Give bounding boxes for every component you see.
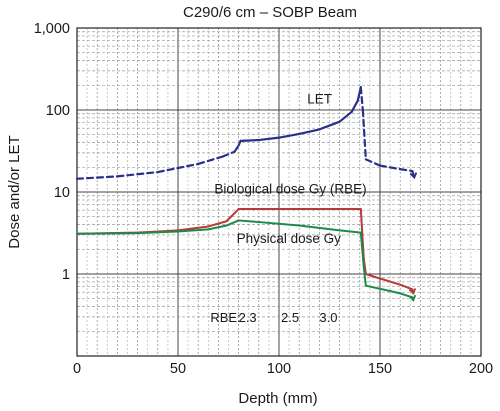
x-tick-label: 50 — [170, 361, 186, 377]
annotation-label: Biological dose Gy (RBE) — [214, 181, 366, 196]
series-line-let — [399, 168, 414, 173]
x-tick-label: 150 — [368, 361, 392, 377]
series-line-let — [378, 164, 402, 171]
series-line-physical-dose-gy — [207, 224, 228, 231]
series-line-physical-dose-gy — [177, 228, 210, 233]
grid-layer — [76, 28, 482, 357]
series-line-physical-dose-gy — [136, 230, 179, 235]
y-tick-label: 100 — [46, 103, 70, 119]
series-line-physical-dose-gy — [379, 287, 402, 295]
series-line-let — [75, 175, 119, 180]
series-line-let — [233, 144, 240, 153]
series-layer — [75, 86, 418, 302]
y-tick-label: 1,000 — [34, 21, 70, 37]
series-line-physical-dose-gy — [359, 231, 365, 269]
rbe-value-label: 3.0 — [319, 310, 337, 325]
plot-frame — [76, 27, 482, 357]
series-line-physical-dose-gy — [76, 232, 139, 235]
series-line-let — [350, 99, 359, 113]
series-end-marker-let — [409, 172, 418, 180]
series-line-let — [197, 155, 224, 166]
x-tick-label: 200 — [469, 361, 493, 377]
series-line-physical-dose-gy — [364, 284, 381, 290]
series-line-biological-dose-gy-rbe — [399, 283, 414, 291]
series-line-let — [359, 86, 364, 112]
x-axis-label: Depth (mm) — [238, 390, 317, 407]
rbe-value-label: RBE: — [210, 310, 240, 325]
rbe-value-label: 2.3 — [239, 310, 257, 325]
series-line-let — [364, 158, 382, 167]
series-line-biological-dose-gy-rbe — [225, 208, 240, 223]
y-tick-label: 1 — [62, 267, 70, 283]
series-line-let — [361, 108, 367, 161]
series-line-let — [338, 110, 353, 123]
chart-title: C290/6 cm – SOBP Beam — [183, 4, 357, 21]
x-tick-label: 100 — [267, 361, 291, 377]
series-end-marker-physical-dose-gy — [408, 294, 417, 302]
series-line-physical-dose-gy — [298, 224, 341, 232]
y-axis-label: Dose and/or LET — [6, 135, 23, 248]
annotation-label: LET — [307, 92, 332, 107]
series-line-let — [116, 170, 159, 178]
series-line-let — [221, 150, 236, 158]
series-line-let — [257, 136, 281, 142]
series-line-biological-dose-gy-rbe — [379, 277, 402, 286]
series-line-physical-dose-gy — [338, 229, 362, 234]
series-line-physical-dose-gy — [225, 219, 240, 227]
series-line-biological-dose-gy-rbe — [177, 225, 210, 232]
x-tick-label: 0 — [73, 361, 81, 377]
series-line-let — [318, 120, 341, 131]
annotation-layer: LET Biological dose Gy (RBE) Physical dose… — [210, 92, 366, 325]
series-line-let — [239, 138, 260, 142]
y-tick-label: 10 — [54, 185, 70, 201]
annotation-label: Physical dose Gy — [237, 231, 342, 246]
series-line-physical-dose-gy — [237, 219, 260, 224]
series-line-let — [156, 162, 200, 174]
series-line-physical-dose-gy — [362, 266, 367, 287]
tick-label-layer: 0 50 100 150 200 1 10 100 1,000 — [34, 21, 493, 377]
series-line-physical-dose-gy — [257, 221, 301, 227]
series-end-marker-biological-dose-gy-rbe — [408, 288, 417, 296]
series-line-biological-dose-gy-rbe — [207, 220, 228, 228]
series-line-biological-dose-gy-rbe — [364, 273, 381, 280]
series-line-let — [298, 128, 321, 136]
rbe-value-label: 2.5 — [281, 310, 299, 325]
series-line-let — [277, 132, 301, 139]
